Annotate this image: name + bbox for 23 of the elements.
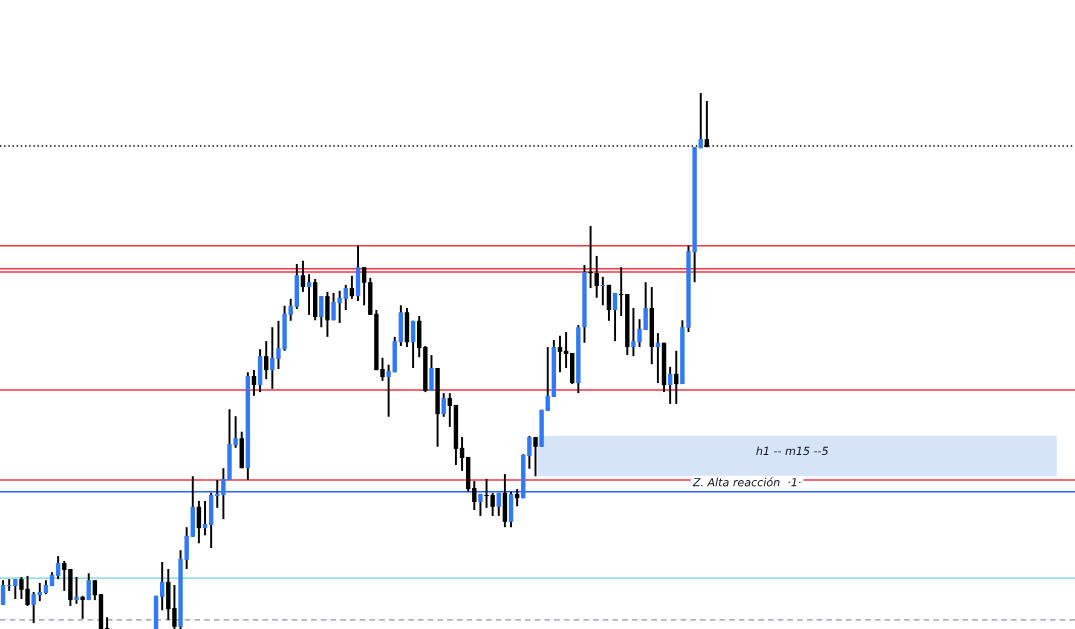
candlestick [472, 480, 477, 511]
candlestick [251, 369, 257, 397]
candlestick [55, 555, 61, 581]
candlestick [264, 340, 269, 381]
candlestick [92, 579, 98, 602]
candlestick [159, 561, 165, 612]
band-label: h1 -- m15 --5 [756, 446, 829, 456]
candlestick [557, 334, 563, 374]
candlestick [300, 259, 306, 293]
candlestick [361, 266, 367, 307]
candlestick [62, 559, 67, 592]
candlestick [86, 572, 91, 602]
candlestick [588, 224, 593, 290]
candlestick [545, 346, 550, 412]
ref-line-label: Z. Alta reacción ·1· [692, 477, 801, 487]
candlestick [533, 436, 538, 478]
candlestick [0, 579, 6, 606]
candlestick [447, 392, 453, 428]
candlestick [349, 274, 355, 300]
candlestick [594, 254, 599, 299]
candlestick [306, 273, 312, 316]
candlestick [343, 283, 348, 312]
candlestick [80, 594, 85, 620]
